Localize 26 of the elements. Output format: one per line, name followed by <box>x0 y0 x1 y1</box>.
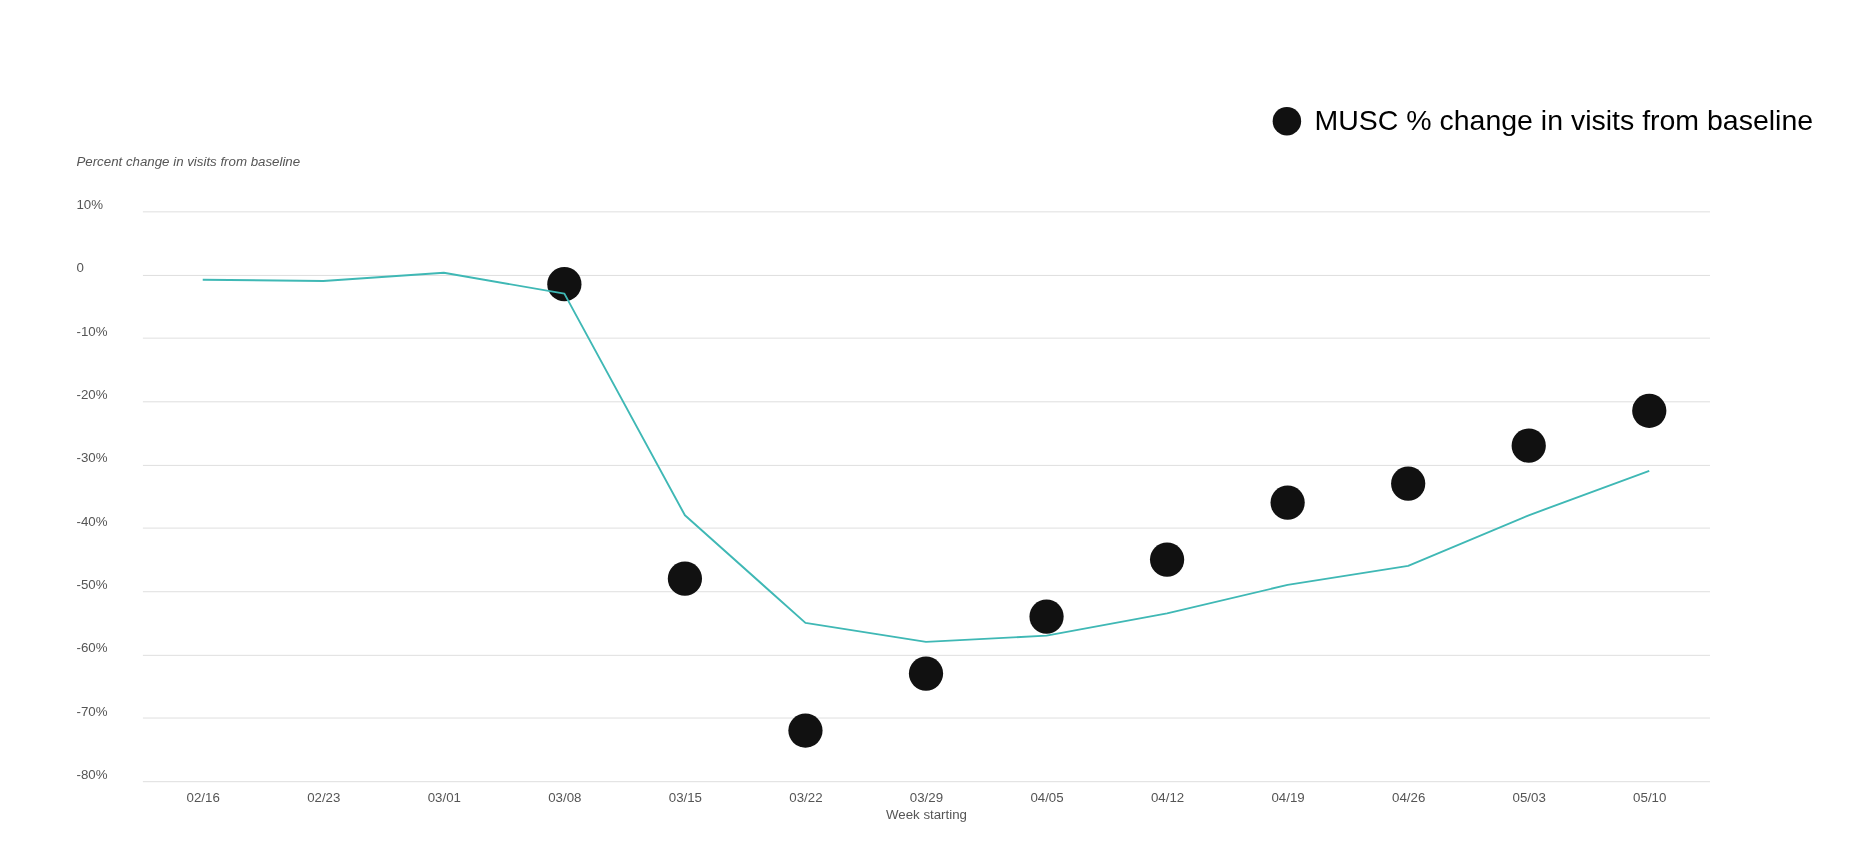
y-tick-label: -30% <box>76 450 108 466</box>
y-tick-label: -50% <box>76 576 108 592</box>
x-tick-label: 03/22 <box>789 789 823 805</box>
x-tick-label: 03/08 <box>548 789 582 805</box>
y-tick-label: -10% <box>76 323 108 339</box>
y-tick-label: -80% <box>76 766 108 782</box>
x-tick-label: 04/19 <box>1271 789 1305 805</box>
y-tick-label: -60% <box>76 640 108 656</box>
y-tick-label: 10% <box>76 196 104 212</box>
y-tick-label: -20% <box>76 386 108 402</box>
x-tick-label: 04/05 <box>1030 789 1064 805</box>
x-tick-label: 04/26 <box>1392 789 1426 805</box>
x-tick-label: 04/12 <box>1150 789 1185 805</box>
y-tick-label: 0 <box>76 260 84 276</box>
x-tick-label: 03/29 <box>909 789 944 805</box>
x-tick-label: 05/10 <box>1633 789 1667 805</box>
y-tick-label: -70% <box>76 703 108 719</box>
legend-label: MUSC % change in visits from baseline <box>1314 103 1814 136</box>
x-tick-label: 02/16 <box>186 789 220 805</box>
x-tick-label: 03/01 <box>427 789 461 805</box>
x-tick-label: 03/15 <box>668 789 703 805</box>
y-axis-title: Percent change in visits from baseline <box>76 154 301 170</box>
x-tick-label: 02/23 <box>307 789 341 805</box>
x-axis-title: Week starting <box>886 806 967 822</box>
x-tick-label: 05/03 <box>1512 789 1546 805</box>
y-tick-label: -40% <box>76 513 108 529</box>
